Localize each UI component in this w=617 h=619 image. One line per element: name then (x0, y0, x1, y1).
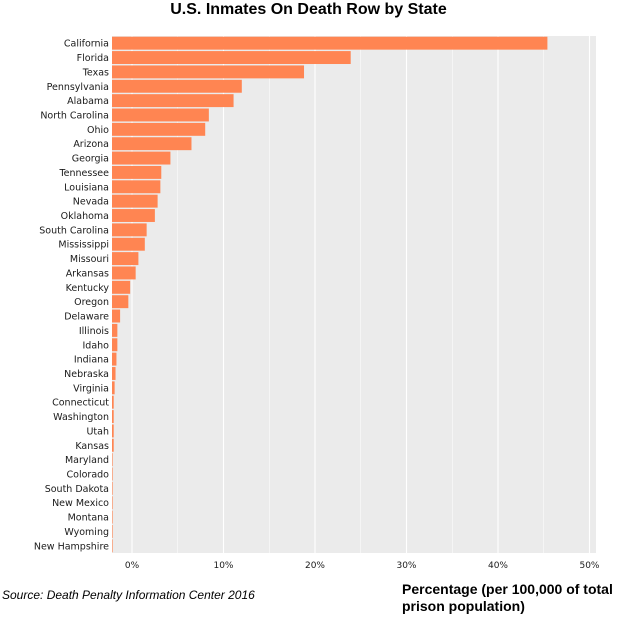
bars (112, 36, 548, 553)
y-tick-label: Nevada (73, 197, 109, 208)
bar-nevada (112, 194, 158, 208)
bar-oklahoma (112, 209, 155, 222)
bar-pennsylvania (112, 79, 242, 93)
x-tick-label: 30% (396, 561, 416, 571)
bar-kansas (112, 438, 114, 452)
y-tick-label: Texas (82, 67, 109, 78)
y-tick-label: Indiana (74, 355, 109, 366)
bar-tennessee (112, 165, 162, 179)
bar-south-dakota (112, 481, 113, 495)
y-tick-label: Missouri (70, 254, 109, 265)
bar-arkansas (112, 266, 136, 280)
y-tick-label: Louisiana (64, 182, 109, 193)
bar-kentucky (112, 280, 131, 294)
bar-virginia (112, 381, 115, 395)
y-tick-label: Utah (86, 426, 109, 437)
y-tick-label: Kansas (75, 441, 109, 452)
y-tick-label: Maryland (65, 455, 109, 466)
bar-ohio (112, 122, 206, 136)
bar-south-carolina (112, 223, 147, 237)
y-tick-label: Arizona (73, 139, 109, 150)
bar-north-carolina (112, 108, 209, 122)
y-tick-label: New Hampshire (34, 541, 109, 552)
x-tick-label: 20% (305, 561, 325, 571)
y-axis-labels: California Florida Texas Pennsylvania Alabam… (34, 39, 110, 553)
bar-california (112, 36, 548, 50)
bar-montana (112, 510, 113, 524)
bar-louisiana (112, 180, 161, 194)
y-tick-label: Montana (68, 513, 109, 524)
bar-delaware (112, 309, 121, 323)
y-tick-label: Washington (53, 412, 109, 423)
x-axis-tick-labels: 0% 10% 20% 30% 40% 50% (125, 561, 600, 571)
y-tick-label: Idaho (83, 340, 110, 351)
bar-nebraska (112, 367, 116, 380)
bar-washington (112, 410, 114, 424)
y-tick-label: Tennessee (58, 168, 109, 179)
x-tick-label: 10% (213, 561, 233, 571)
bar-wyoming (112, 524, 113, 538)
y-tick-label: Alabama (67, 96, 109, 107)
x-tick-label: 40% (488, 561, 508, 571)
bar-illinois (112, 323, 118, 337)
chart-title: U.S. Inmates On Death Row by State (170, 1, 447, 18)
y-tick-label: South Dakota (45, 484, 109, 495)
y-tick-label: Oregon (74, 297, 109, 308)
bar-new-hampshire (112, 539, 113, 553)
bar-florida (112, 51, 351, 65)
bar-idaho (112, 338, 118, 352)
y-tick-label: South Carolina (39, 225, 109, 236)
y-tick-label: Arkansas (66, 268, 109, 279)
x-tick-label: 50% (579, 561, 599, 571)
gridlines (131, 36, 591, 553)
bar-new-mexico (112, 496, 113, 510)
bar-connecticut (112, 395, 114, 409)
bar-alabama (112, 94, 234, 108)
bar-missouri (112, 252, 139, 266)
y-tick-label: Illinois (79, 326, 109, 337)
y-tick-label: Florida (77, 53, 109, 64)
source-note: Source: Death Penalty Information Center… (2, 588, 255, 602)
y-tick-label: California (64, 39, 109, 50)
bar-maryland (112, 453, 113, 467)
plot-background (112, 36, 596, 553)
y-tick-label: Ohio (87, 125, 109, 136)
y-tick-label: Wyoming (64, 527, 109, 538)
y-tick-label: Oklahoma (61, 211, 109, 222)
bar-georgia (112, 151, 171, 165)
y-tick-label: Virginia (73, 383, 109, 394)
bar-texas (112, 65, 305, 79)
y-tick-label: North Carolina (40, 110, 109, 121)
bar-colorado (112, 467, 113, 481)
y-tick-label: Pennsylvania (47, 82, 109, 93)
y-tick-label: Colorado (67, 470, 110, 481)
bar-oregon (112, 295, 129, 309)
bar-indiana (112, 352, 117, 366)
bar-arizona (112, 137, 192, 151)
x-tick-label: 0% (125, 561, 140, 571)
y-tick-label: Mississippi (58, 240, 109, 251)
y-tick-label: Georgia (72, 154, 109, 165)
y-tick-label: New Mexico (52, 498, 109, 509)
y-tick-label: Kentucky (66, 283, 110, 294)
y-tick-label: Nebraska (64, 369, 109, 380)
x-axis-label: Percentage (per 100,000 of total prison … (402, 581, 613, 614)
y-tick-label: Connecticut (52, 398, 109, 409)
y-tick-label: Delaware (64, 312, 109, 323)
bar-utah (112, 424, 114, 438)
bar-mississippi (112, 237, 145, 251)
